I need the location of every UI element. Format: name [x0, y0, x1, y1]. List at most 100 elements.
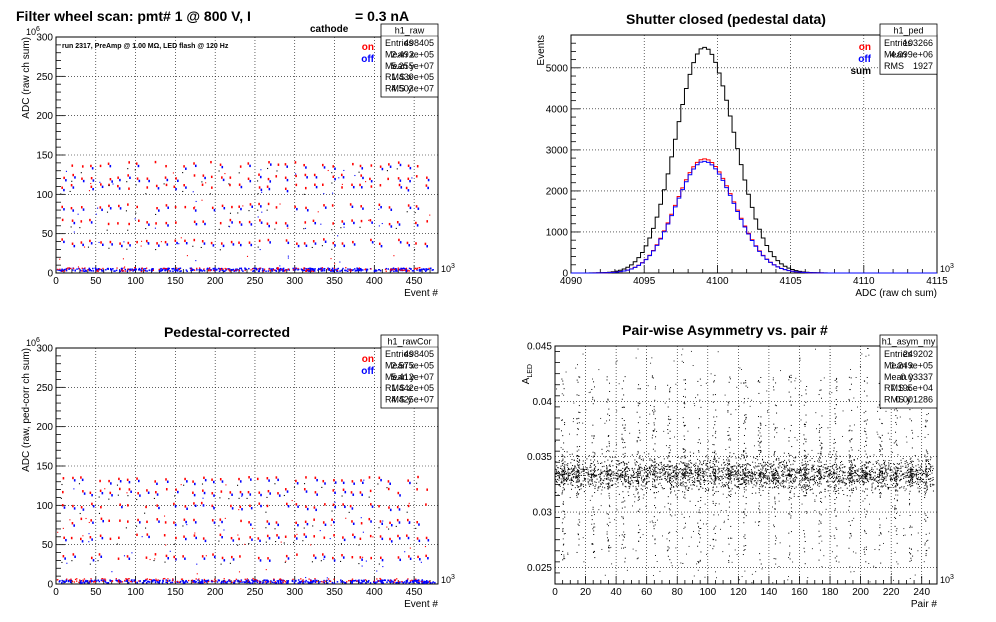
- data-point: [811, 468, 813, 470]
- data-point: [611, 485, 613, 487]
- data-point-off: [311, 267, 314, 270]
- data-point: [600, 478, 602, 480]
- data-point: [768, 487, 770, 489]
- data-point: [721, 470, 723, 472]
- data-point: [762, 475, 764, 477]
- data-point-off: [352, 493, 355, 496]
- data-point: [889, 475, 891, 477]
- data-point: [879, 466, 881, 468]
- data-point-on: [379, 184, 382, 187]
- data-point-sparse: [323, 558, 325, 560]
- data-point-off: [331, 270, 333, 272]
- data-point: [634, 462, 636, 464]
- data-point-off: [334, 268, 336, 271]
- data-point: [891, 479, 893, 481]
- data-point: [573, 480, 575, 482]
- data-point: [684, 467, 686, 469]
- data-point-on: [256, 477, 259, 481]
- data-point: [573, 470, 575, 472]
- data-point: [605, 473, 607, 475]
- data-point: [644, 479, 646, 481]
- data-point: [587, 469, 589, 471]
- data-point: [825, 460, 827, 462]
- data-point: [638, 466, 640, 468]
- y-tick-label: 3000: [546, 145, 569, 156]
- data-point-off: [396, 581, 399, 584]
- data-point: [703, 481, 705, 483]
- data-point-off: [268, 224, 270, 228]
- data-point-off: [249, 179, 252, 183]
- data-point: [921, 474, 923, 476]
- data-point: [735, 457, 737, 459]
- data-point-off: [92, 187, 94, 191]
- data-point: [864, 467, 866, 469]
- data-point: [895, 485, 897, 487]
- data-point: [624, 468, 626, 470]
- data-point: [721, 482, 723, 484]
- data-point: [841, 479, 843, 481]
- data-point-black: [229, 212, 232, 214]
- data-point-off: [177, 269, 179, 272]
- data-point: [743, 482, 745, 484]
- data-point-on: [415, 221, 417, 225]
- data-point-on: [314, 183, 316, 186]
- data-point: [912, 460, 914, 462]
- data-point: [932, 468, 934, 470]
- data-point-off: [312, 579, 315, 582]
- data-point: [869, 455, 871, 457]
- data-point: [776, 472, 778, 474]
- data-point: [694, 471, 696, 473]
- data-point: [587, 480, 589, 482]
- data-point-off: [92, 521, 94, 524]
- data-point-sparse: [329, 538, 331, 540]
- data-point-on: [136, 533, 138, 537]
- data-point-on: [211, 504, 214, 508]
- data-point: [719, 467, 721, 469]
- data-point: [702, 468, 704, 470]
- data-point-on: [244, 269, 246, 272]
- data-point: [576, 470, 578, 472]
- data-point-off: [316, 579, 318, 582]
- data-point: [618, 469, 620, 471]
- data-point-on: [364, 268, 367, 270]
- data-point: [555, 491, 557, 493]
- data-point-off: [270, 580, 272, 583]
- data-point-off: [314, 242, 317, 245]
- data-point-on: [168, 270, 170, 272]
- data-point: [746, 455, 748, 457]
- data-point: [557, 478, 559, 480]
- data-point-off: [109, 579, 111, 581]
- data-point-on: [225, 268, 228, 270]
- data-point: [849, 477, 851, 479]
- data-point: [838, 479, 840, 481]
- data-point: [580, 484, 582, 486]
- data-point: [817, 469, 819, 471]
- data-point-off: [104, 580, 106, 582]
- data-point: [777, 466, 779, 468]
- data-point-on: [389, 521, 391, 525]
- data-point: [565, 471, 567, 473]
- data-point-on: [370, 503, 372, 506]
- data-point: [912, 478, 914, 480]
- data-point-off: [92, 179, 95, 182]
- data-point: [601, 448, 603, 450]
- data-point-on: [349, 203, 352, 206]
- data-point: [780, 482, 782, 484]
- data-point: [782, 479, 784, 481]
- data-point: [557, 470, 559, 472]
- data-point: [691, 488, 693, 490]
- stats-row-label: Entries: [385, 349, 414, 359]
- y-tick-label: 0.03: [533, 508, 553, 519]
- data-point-off: [369, 582, 372, 584]
- data-point: [794, 480, 796, 482]
- data-point: [772, 481, 774, 483]
- data-point: [862, 490, 864, 492]
- data-point: [643, 472, 645, 474]
- data-point: [792, 469, 794, 471]
- data-point: [663, 473, 665, 475]
- data-point: [736, 462, 738, 464]
- data-point-on: [91, 502, 93, 506]
- data-point: [627, 467, 629, 469]
- data-point: [674, 490, 676, 492]
- data-point-on: [90, 176, 93, 180]
